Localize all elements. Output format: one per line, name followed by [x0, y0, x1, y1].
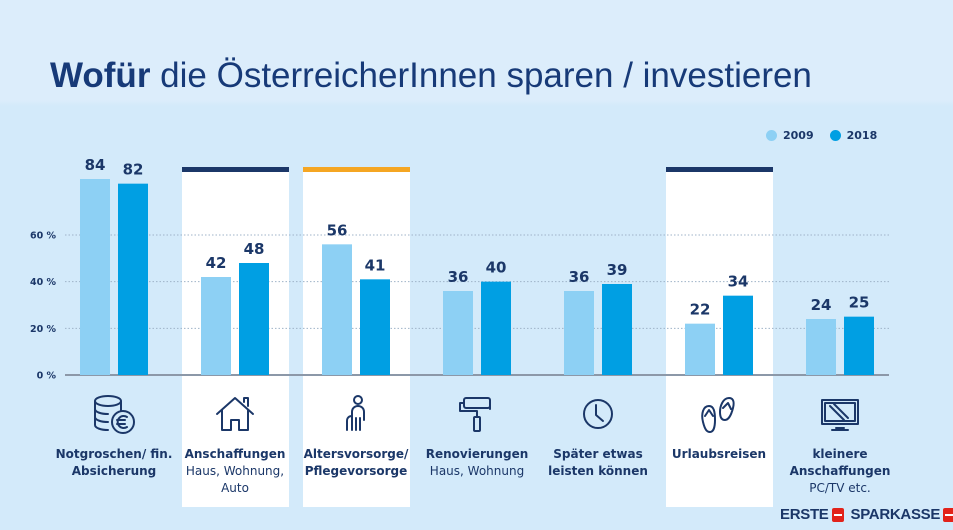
highlight-top-bar: [303, 167, 410, 172]
data-label-2009: 42: [206, 254, 227, 272]
highlight-top-bar: [666, 167, 773, 172]
logo-sparkasse: SPARKASSE: [850, 506, 941, 523]
legend-swatch-2009: [766, 130, 777, 141]
data-label-2009: 84: [85, 156, 106, 174]
legend-swatch-2018: [829, 130, 841, 141]
y-tick-label: 60 %: [30, 231, 57, 242]
title-rest: die ÖsterreicherInnen sparen / investier…: [150, 56, 812, 95]
paint-roller-icon: [453, 392, 501, 436]
category-title: kleinere Anschaffungen: [789, 447, 891, 478]
bar-2009: [685, 323, 715, 375]
title-bold: Wofür: [50, 56, 151, 95]
bar-2018: [239, 263, 269, 375]
data-label-2009: 24: [811, 296, 832, 314]
sparkasse-s-icon: [831, 507, 844, 522]
y-tick-label: 0 %: [37, 371, 57, 382]
data-label-2009: 56: [327, 221, 348, 239]
category-label: Altersvorsorge/ Pflegevorsorge: [296, 446, 416, 480]
tv-screen-icon: [816, 392, 864, 436]
bar-2018: [602, 284, 632, 375]
y-tick-label: 40 %: [30, 277, 57, 288]
bar-2009: [80, 179, 110, 375]
category-subtitle: Haus, Wohnung: [429, 464, 525, 478]
category-title: Notgroschen/ fin. Absicherung: [55, 447, 173, 478]
legend: 2009 2018: [766, 129, 877, 142]
data-label-2018: 39: [607, 261, 628, 279]
highlight-panel: [182, 167, 289, 507]
bar-2018: [481, 281, 511, 375]
bar-2009: [443, 291, 473, 375]
category-label: Notgroschen/ fin. Absicherung: [54, 446, 174, 480]
category-label: Renovierungen Haus, Wohnung: [417, 446, 537, 480]
highlight-panel: [666, 167, 773, 507]
data-label-2018: 34: [728, 273, 749, 291]
bar-2009: [322, 244, 352, 375]
legend-item-2009: 2009: [766, 129, 814, 142]
coins-euro-icon: [90, 392, 138, 436]
category-subtitle: Haus, Wohnung, Auto: [185, 464, 285, 495]
category-label: Anschaffungen Haus, Wohnung, Auto: [175, 446, 295, 497]
data-label-2018: 82: [123, 161, 144, 179]
elderly-person-icon: [332, 392, 380, 436]
category-title: Anschaffungen: [184, 447, 286, 461]
data-label-2018: 41: [365, 256, 386, 274]
highlight-panel: [303, 167, 410, 507]
category-subtitle: PC/TV etc.: [809, 481, 871, 495]
page-title: Wofür die ÖsterreicherInnen sparen / inv…: [50, 56, 812, 96]
sparkasse-s-icon: [943, 507, 953, 522]
erste-sparkasse-logo: ERSTE SPARKASSE: [780, 506, 953, 523]
flip-flops-icon: [695, 392, 743, 436]
bar-2018: [844, 316, 874, 375]
category-title: Später etwas leisten können: [548, 447, 648, 478]
data-label-2018: 25: [849, 294, 870, 312]
legend-label-2009: 2009: [783, 129, 814, 142]
data-label-2009: 22: [690, 301, 711, 319]
bar-2018: [723, 295, 753, 375]
bar-2018: [360, 279, 390, 375]
category-title: Altersvorsorge/ Pflegevorsorge: [303, 447, 409, 478]
house-icon: [211, 392, 259, 436]
data-label-2009: 36: [448, 268, 469, 286]
category-label: Urlaubsreisen: [659, 446, 779, 463]
category-title: Urlaubsreisen: [671, 447, 767, 461]
category-label: kleinere Anschaffungen PC/TV etc.: [780, 446, 900, 497]
bar-2009: [564, 291, 594, 375]
data-label-2018: 48: [244, 240, 265, 258]
data-label-2018: 40: [486, 259, 507, 277]
clock-icon: [574, 392, 622, 436]
category-title: Renovierungen: [425, 447, 529, 461]
logo-erste: ERSTE: [780, 506, 829, 523]
legend-item-2018: 2018: [829, 129, 878, 142]
data-label-2009: 36: [569, 268, 590, 286]
bar-2009: [806, 319, 836, 375]
highlight-top-bar: [182, 167, 289, 172]
bar-2009: [201, 277, 231, 375]
legend-label-2018: 2018: [846, 129, 878, 142]
y-tick-label: 20 %: [30, 324, 57, 335]
bar-2018: [118, 183, 148, 375]
category-label: Später etwas leisten können: [538, 446, 658, 480]
